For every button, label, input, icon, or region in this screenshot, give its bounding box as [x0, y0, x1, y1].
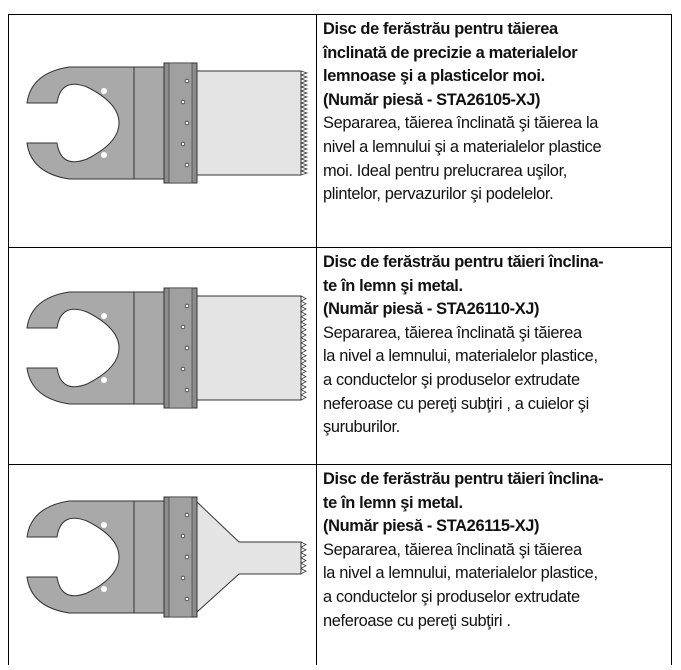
title-line: te în lemn şi metal. — [323, 276, 463, 295]
image-cell — [9, 248, 317, 464]
parts-table: Disc de ferăstrău pentru tăierea înclinat… — [8, 14, 672, 665]
part-number: (Număr piesă - STA26105-XJ) — [323, 90, 541, 109]
image-cell — [9, 15, 317, 247]
table-row: Disc de ferăstrău pentru tăieri înclina-… — [8, 464, 672, 665]
description-line: şuruburilor. — [323, 418, 400, 437]
blade-illustration — [26, 496, 307, 618]
text-cell: Disc de ferăstrău pentru tăierea înclinat… — [317, 15, 671, 247]
part-number: (Număr piesă - STA26115-XJ) — [323, 517, 540, 536]
description-line: Separarea, tăierea înclinată şi tăierea … — [323, 114, 599, 133]
description-line: la nivel a lemnului, materialelor plasti… — [323, 347, 598, 366]
part-number: (Număr piesă - STA26110-XJ) — [323, 300, 540, 319]
blade-illustration — [26, 62, 309, 184]
description-line: neferoase cu pereţi subţiri , a cuielor … — [323, 394, 589, 413]
description-line: moi. Ideal pentru prelucrarea uşilor, — [323, 161, 567, 180]
table-row: Disc de ferăstrău pentru tăieri înclina-… — [8, 247, 672, 464]
title-line: Disc de ferăstrău pentru tăierea — [323, 20, 558, 38]
description-line: Separarea, tăierea înclinată şi tăierea — [323, 323, 582, 342]
description-line: la nivel a lemnului, materialelor plasti… — [323, 564, 598, 583]
description-line: plintelor, pervazurilor şi podelelor. — [323, 185, 554, 204]
text-cell: Disc de ferăstrău pentru tăieri înclina-… — [317, 465, 671, 665]
image-cell — [9, 465, 317, 665]
title-line: lemnoase şi a plasticelor moi. — [323, 67, 545, 86]
title-line: înclinată de precizie a materialelor — [323, 43, 578, 62]
title-line: Disc de ferăstrău pentru tăieri înclina- — [323, 253, 604, 271]
description-line: nivel a lemnului şi a materialelor plast… — [323, 137, 602, 156]
description-line: Separarea, tăierea înclinată şi tăierea — [323, 540, 582, 559]
text-cell: Disc de ferăstrău pentru tăieri înclina-… — [317, 248, 671, 464]
title-line: te în lemn şi metal. — [323, 493, 463, 512]
description-line: a conductelor şi produselor extrudate — [323, 370, 580, 389]
title-line: Disc de ferăstrău pentru tăieri înclina- — [323, 470, 604, 488]
description-line: a conductelor şi produselor extrudate — [323, 587, 580, 606]
table-row: Disc de ferăstrău pentru tăierea înclinat… — [8, 14, 672, 247]
description-line: neferoase cu pereţi subţiri . — [323, 611, 511, 630]
blade-illustration — [26, 287, 307, 409]
